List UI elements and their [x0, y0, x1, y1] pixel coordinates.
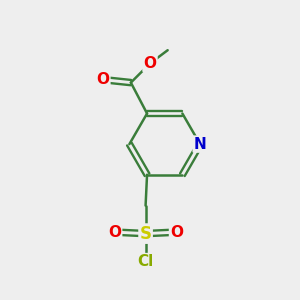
- Text: O: O: [143, 56, 157, 71]
- Text: O: O: [96, 72, 110, 87]
- Text: Cl: Cl: [137, 254, 154, 269]
- Text: O: O: [170, 225, 183, 240]
- Text: S: S: [140, 225, 152, 243]
- Text: N: N: [194, 136, 206, 152]
- Text: O: O: [108, 225, 121, 240]
